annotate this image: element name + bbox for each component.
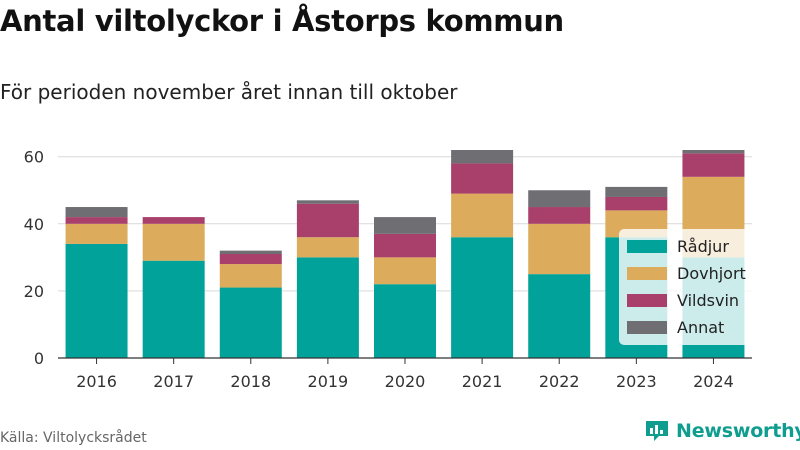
bar-segment <box>528 274 591 358</box>
bar-segment <box>65 223 128 244</box>
x-tick-label: 2022 <box>539 372 580 391</box>
legend-item: Annat <box>627 317 724 337</box>
chart-title: Antal viltolyckor i Åstorps kommun <box>0 4 564 38</box>
x-tick-label: 2017 <box>153 372 194 391</box>
legend-item: Dovhjort <box>627 263 746 283</box>
bar-segment <box>142 260 205 358</box>
legend-label: Rådjur <box>677 236 729 256</box>
bar-segment <box>605 186 668 197</box>
bar-segment <box>142 217 205 224</box>
legend-label: Vildsvin <box>677 290 740 310</box>
legend-swatch <box>627 239 667 253</box>
y-tick-label: 60 <box>24 148 44 167</box>
bar-segment <box>374 284 436 358</box>
bar-segment <box>605 196 668 211</box>
bar-chart-logo-icon <box>646 421 668 441</box>
x-tick-label: 2023 <box>616 372 657 391</box>
x-tick-label: 2019 <box>308 372 349 391</box>
legend-swatch <box>627 320 667 334</box>
chart-subtitle: För perioden november året innan till ok… <box>0 80 458 104</box>
bar-segment <box>142 223 205 261</box>
bar-segment <box>682 150 745 154</box>
x-tick-label: 2020 <box>385 372 426 391</box>
brand-name: Newsworthy <box>676 420 800 442</box>
source-note: Källa: Viltolycksrådet <box>0 430 147 446</box>
x-tick-label: 2018 <box>230 372 271 391</box>
bar-segment <box>682 153 745 177</box>
bar-segment <box>296 237 359 258</box>
legend-swatch <box>627 266 667 280</box>
bar-segment <box>374 257 436 285</box>
bar-segment <box>451 193 514 238</box>
y-tick-label: 0 <box>34 349 44 368</box>
bar-segment <box>65 207 128 218</box>
bar-segment <box>219 287 282 358</box>
brand-logo: Newsworthy <box>644 418 800 444</box>
bar-segment <box>219 254 282 265</box>
bar-segment <box>219 264 282 288</box>
x-tick-label: 2016 <box>76 372 117 391</box>
legend-label: Dovhjort <box>677 263 746 283</box>
bar-segment <box>451 237 514 358</box>
y-tick-label: 40 <box>24 215 44 234</box>
legend-item: Rådjur <box>627 236 729 256</box>
bar-segment <box>296 257 359 358</box>
bar-segment <box>451 163 514 194</box>
bar-segment <box>374 217 436 234</box>
bar-segment <box>65 243 128 358</box>
bar-segment <box>528 207 591 224</box>
legend-item: Vildsvin <box>627 290 739 310</box>
legend-label: Annat <box>677 317 725 337</box>
chart-legend: Rådjur Dovhjort Vildsvin Annat <box>619 229 769 345</box>
bar-segment <box>219 250 282 254</box>
bar-segment <box>528 223 591 275</box>
bar-segment <box>65 217 128 224</box>
bar-segment <box>374 233 436 258</box>
bar-segment <box>451 150 514 164</box>
x-tick-label: 2024 <box>693 372 734 391</box>
bar-segment <box>528 190 591 208</box>
y-tick-label: 20 <box>24 282 44 301</box>
bar-segment <box>296 203 359 238</box>
x-tick-label: 2021 <box>462 372 503 391</box>
bar-segment <box>296 200 359 204</box>
stacked-bar-chart: 0 20 40 60 2016 2017 2018 2019 2020 2021 2022 2023 2… <box>24 148 752 391</box>
legend-swatch <box>627 293 667 307</box>
